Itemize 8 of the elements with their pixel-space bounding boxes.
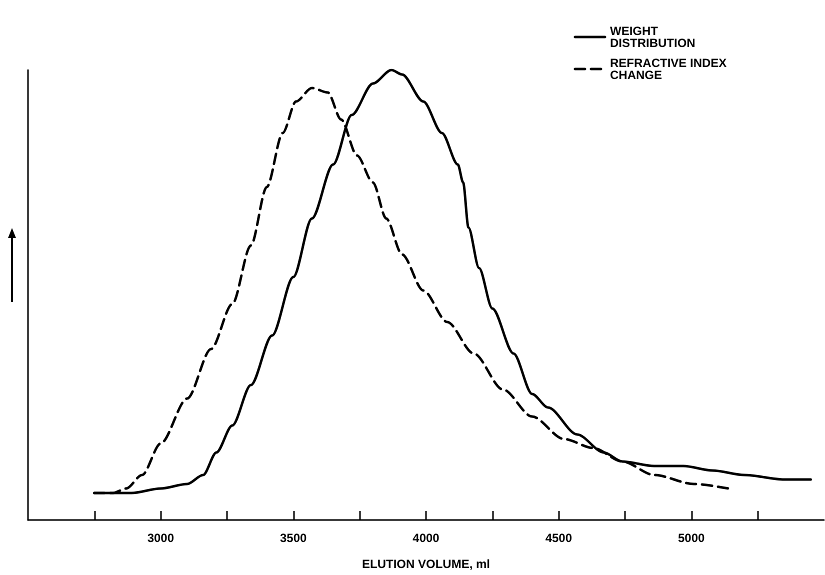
x-tick-label: 4000 xyxy=(412,531,440,545)
x-tick-label: 3500 xyxy=(280,531,308,545)
legend-label: WEIGHT DISTRIBUTION xyxy=(610,24,696,50)
x-tick-label: 3000 xyxy=(147,531,174,545)
x-tick-label: 5000 xyxy=(678,531,706,545)
legend-label: REFRACTIVE INDEX CHANGE xyxy=(610,56,730,82)
x-tick-label: 4500 xyxy=(545,531,572,545)
x-axis-title: ELUTION VOLUME, ml xyxy=(362,557,490,571)
